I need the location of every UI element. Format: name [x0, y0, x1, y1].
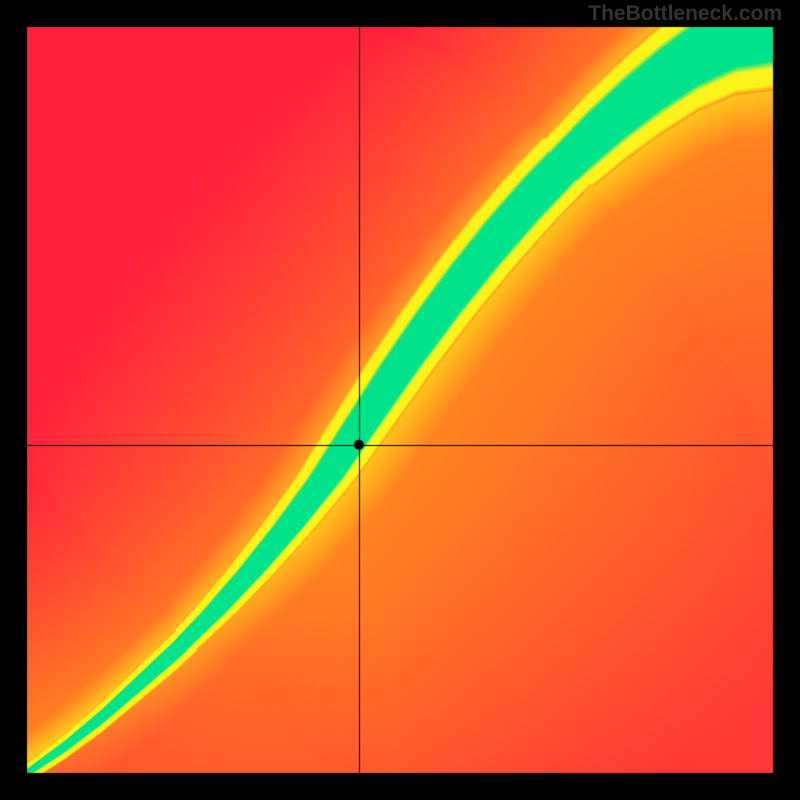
- bottleneck-heatmap: [0, 0, 800, 800]
- chart-container: TheBottleneck.com: [0, 0, 800, 800]
- watermark-text: TheBottleneck.com: [588, 2, 782, 26]
